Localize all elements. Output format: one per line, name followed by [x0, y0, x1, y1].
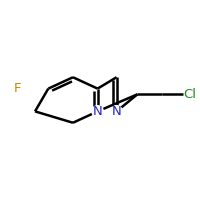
Circle shape [92, 106, 103, 117]
Text: N: N [112, 105, 121, 118]
Circle shape [111, 106, 122, 117]
Text: N: N [93, 105, 102, 118]
Text: F: F [14, 82, 22, 95]
Text: Cl: Cl [183, 88, 196, 101]
